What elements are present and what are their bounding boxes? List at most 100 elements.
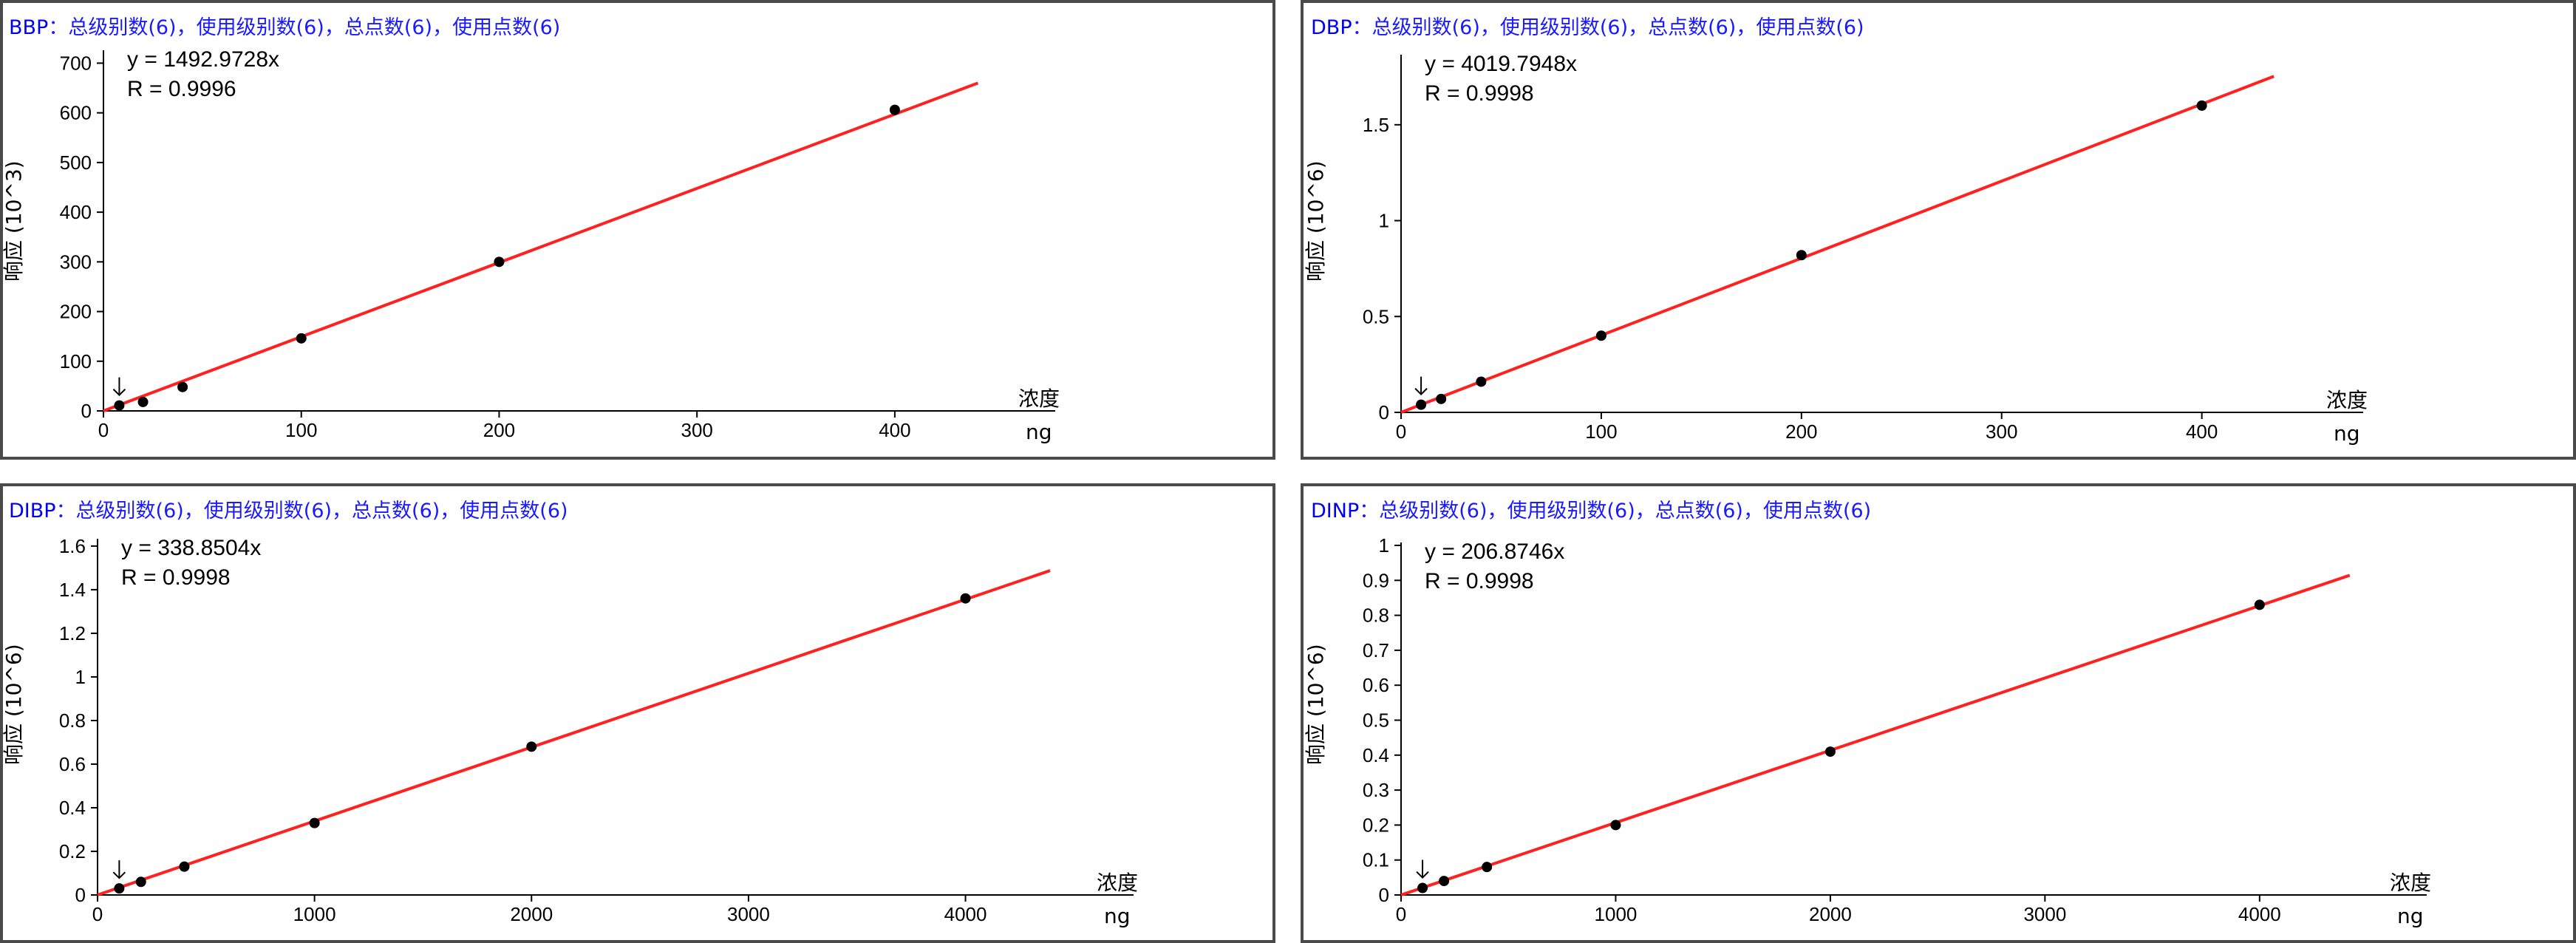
y-tick-label: 0 [1379, 884, 1389, 906]
calibration-chart-bbp: BBP：总级别数(6)，使用级别数(6)，总点数(6)，使用点数(6) 0 100 2… [3, 16, 1060, 444]
data-point-bbp-1[interactable] [137, 396, 149, 407]
x-tick-label: 4000 [2238, 903, 2281, 925]
y-tick-label: 0.4 [1363, 744, 1389, 766]
y-tick-label: 0.1 [1363, 849, 1389, 871]
calibration-chart-dinp: DINP：总级别数(6)，使用级别数(6)，总点数(6)，使用点数(6) 0 0.1… [1304, 500, 2431, 928]
data-point-dbp-5[interactable] [2196, 100, 2207, 111]
x-tick-label: 200 [483, 419, 515, 441]
y-tick-label: 1.5 [1363, 114, 1389, 136]
data-point-dibp-5[interactable] [960, 593, 971, 604]
x-tick-label: 1000 [1595, 903, 1638, 925]
x-tick-label: 3000 [727, 903, 770, 925]
x-tick-label: 0 [98, 419, 109, 441]
y-tick-label: 700 [60, 52, 92, 74]
down-arrow-icon [112, 377, 126, 397]
chart-panel-dinp: DINP：总级别数(6)，使用级别数(6)，总点数(6)，使用点数(6) 0 0.1… [1301, 483, 2576, 943]
data-point-dbp-2[interactable] [1476, 376, 1487, 387]
fit-line [103, 81, 979, 412]
x-tick-label: 3000 [2023, 903, 2066, 925]
regression-equation: y = 206.8746x [1425, 539, 1564, 564]
data-point-dbp-4[interactable] [1796, 250, 1807, 261]
y-tick-label: 0.2 [59, 840, 86, 862]
chart-subtitle: ：总级别数(6)，使用级别数(6)，总点数(6)，使用点数(6) [1352, 16, 1864, 39]
chart-title: DBP：总级别数(6)，使用级别数(6)，总点数(6)，使用点数(6) [1311, 16, 1864, 39]
data-point-dbp-1[interactable] [1436, 393, 1447, 404]
y-tick-label: 600 [60, 102, 92, 124]
data-point-dinp-1[interactable] [1439, 876, 1450, 887]
x-tick-label: 100 [1585, 421, 1617, 443]
y-axis-label: 响应 (10^6) [1304, 160, 1328, 282]
data-point-dinp-3[interactable] [1610, 820, 1621, 831]
x-tick-label: 0 [1396, 903, 1406, 925]
y-tick-label: 0.5 [1363, 709, 1389, 732]
correlation-coefficient: R = 0.9998 [1425, 81, 1534, 106]
x-tick-label: 2000 [1809, 903, 1852, 925]
chart-subtitle: ：总级别数(6)，使用级别数(6)，总点数(6)，使用点数(6) [56, 500, 568, 522]
x-tick-label: 0 [92, 903, 103, 925]
y-tick-label: 0.4 [59, 797, 86, 819]
data-point-bbp-2[interactable] [177, 381, 188, 392]
chart-subtitle: ：总级别数(6)，使用级别数(6)，总点数(6)，使用点数(6) [1359, 500, 1871, 522]
data-point-bbp-5[interactable] [889, 104, 900, 115]
y-tick-label: 0 [1379, 401, 1389, 423]
y-tick-label: 1.2 [59, 622, 86, 644]
down-arrow-icon [1416, 859, 1429, 879]
x-tick-label: 300 [1986, 421, 2017, 443]
x-axis-unit: ng [2334, 421, 2360, 446]
y-tick-label: 1 [1379, 534, 1389, 556]
x-axis-unit: ng [1104, 904, 1131, 928]
data-point-dibp-4[interactable] [526, 741, 537, 752]
chart-title-compound: DIBP [9, 500, 56, 522]
data-point-bbp-3[interactable] [296, 333, 307, 344]
data-point-dbp-0[interactable] [1416, 399, 1427, 410]
data-point-dibp-3[interactable] [309, 817, 320, 828]
down-arrow-icon [1414, 376, 1428, 396]
y-tick-label: 0.8 [59, 709, 86, 732]
data-point-dibp-0[interactable] [114, 883, 125, 894]
data-point-bbp-0[interactable] [114, 400, 125, 411]
y-tick-label: 0.3 [1363, 779, 1389, 801]
chart-title-compound: BBP [9, 16, 48, 39]
y-tick-label: 0.5 [1363, 305, 1389, 327]
x-axis-label: 浓度 [1018, 387, 1060, 411]
fit-line [1400, 573, 2351, 896]
data-point-dibp-2[interactable] [179, 861, 190, 872]
chart-title: DIBP：总级别数(6)，使用级别数(6)，总点数(6)，使用点数(6) [9, 500, 568, 522]
data-point-dbp-3[interactable] [1595, 330, 1606, 341]
data-point-dinp-4[interactable] [1824, 746, 1836, 758]
x-tick-label: 400 [2186, 421, 2218, 443]
calibration-chart-dbp: DBP：总级别数(6)，使用级别数(6)，总点数(6)，使用点数(6) 0 0.5 1… [1304, 16, 2368, 446]
y-tick-label: 0.2 [1363, 814, 1389, 836]
y-axis-label: 响应 (10^3) [3, 160, 26, 282]
y-tick-label: 0.7 [1363, 639, 1389, 661]
y-tick-label: 100 [60, 350, 92, 372]
data-point-dinp-2[interactable] [1482, 862, 1493, 873]
x-tick-label: 100 [285, 419, 317, 441]
data-point-bbp-4[interactable] [494, 256, 505, 268]
x-tick-label: 400 [879, 419, 910, 441]
y-tick-label: 200 [60, 301, 92, 323]
chart-title: DINP：总级别数(6)，使用级别数(6)，总点数(6)，使用点数(6) [1311, 500, 1871, 522]
x-tick-label: 300 [681, 419, 712, 441]
chart-panel-bbp: BBP：总级别数(6)，使用级别数(6)，总点数(6)，使用点数(6) 0 100 2… [0, 0, 1275, 460]
data-point-dinp-5[interactable] [2254, 599, 2265, 610]
x-tick-label: 4000 [944, 903, 987, 925]
x-axis-label: 浓度 [1097, 871, 1138, 895]
data-point-dinp-0[interactable] [1417, 882, 1428, 893]
calibration-chart-dibp: DIBP：总级别数(6)，使用级别数(6)，总点数(6)，使用点数(6) 0 0.2… [3, 500, 1138, 928]
correlation-coefficient: R = 0.9998 [1425, 569, 1534, 593]
y-tick-label: 1.4 [59, 579, 86, 601]
chart-title-compound: DINP [1311, 500, 1359, 522]
y-tick-label: 0.6 [59, 753, 86, 775]
y-tick-label: 1 [75, 666, 86, 688]
chart-subtitle: ：总级别数(6)，使用级别数(6)，总点数(6)，使用点数(6) [48, 16, 560, 39]
x-tick-label: 0 [1396, 421, 1406, 443]
x-tick-label: 2000 [510, 903, 553, 925]
x-axis-unit: ng [1026, 420, 1052, 444]
x-tick-label: 200 [1785, 421, 1817, 443]
down-arrow-icon [112, 860, 126, 879]
y-tick-label: 0.6 [1363, 674, 1389, 696]
y-tick-label: 500 [60, 152, 92, 174]
y-tick-label: 0 [75, 884, 86, 906]
data-point-dibp-1[interactable] [135, 876, 146, 888]
